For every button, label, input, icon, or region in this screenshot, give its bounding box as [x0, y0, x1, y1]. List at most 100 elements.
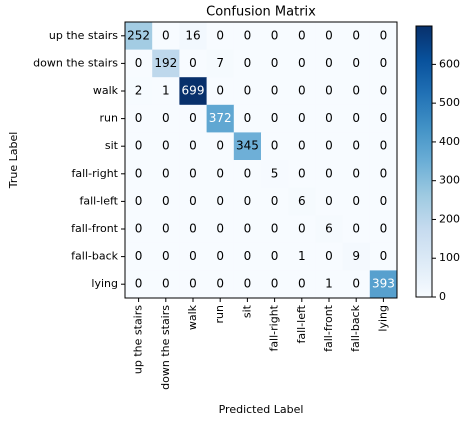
cell: [342, 104, 371, 133]
cell: [315, 242, 344, 271]
cell-value: 1: [325, 277, 333, 291]
cell-value: 252: [127, 28, 150, 42]
cell: [125, 160, 153, 189]
colorbar-tick-label: 500: [439, 96, 460, 109]
cell-value: 0: [380, 111, 388, 125]
cell: [261, 49, 289, 78]
cell: [206, 132, 235, 161]
cell-value: 0: [244, 28, 252, 42]
cell-value: 5: [271, 166, 279, 180]
cell: [315, 132, 344, 161]
cell-value: 0: [271, 249, 279, 263]
cell: [125, 242, 153, 271]
cell-value: 0: [380, 222, 388, 236]
cell: [369, 187, 398, 216]
x-tick-label: down the stairs: [159, 305, 172, 390]
cell: [152, 132, 180, 161]
cell: [261, 104, 289, 133]
cell: [288, 22, 316, 51]
cell-value: 0: [298, 277, 306, 291]
cell: [206, 49, 235, 78]
cell: [179, 49, 208, 78]
cell-value: 0: [135, 111, 143, 125]
cell: [369, 215, 398, 244]
cell-value: 0: [271, 222, 279, 236]
cell-value: 0: [189, 249, 197, 263]
cell-value: 0: [135, 139, 143, 153]
y-tick-label: fall-left: [79, 194, 118, 207]
cell: [342, 187, 371, 216]
cell-value: 0: [380, 28, 388, 42]
cell-value: 0: [298, 56, 306, 70]
cell: [233, 242, 262, 271]
cell: [233, 270, 262, 299]
cell: [369, 49, 398, 78]
colorbar-tick-label: 600: [439, 57, 460, 70]
cell-value: 0: [352, 28, 360, 42]
colorbar-tick-label: 300: [439, 174, 460, 187]
y-tick-label: up the stairs: [49, 29, 118, 42]
cell: [288, 160, 316, 189]
cell: [233, 215, 262, 244]
x-tick-label: fall-front: [322, 304, 335, 352]
cell: [288, 242, 316, 271]
plot-frame: [124, 21, 398, 299]
cell: [152, 242, 180, 271]
cell: [152, 49, 180, 78]
cell-value: 0: [189, 111, 197, 125]
cell: [179, 104, 208, 133]
cell-value: 0: [244, 194, 252, 208]
y-tick-label: run: [100, 112, 118, 125]
y-tick-label: fall-front: [71, 222, 119, 235]
colorbar-tick-label: 0: [439, 290, 446, 303]
cell-value: 0: [380, 249, 388, 263]
cell-value: 0: [325, 139, 333, 153]
cell: [315, 270, 344, 299]
cell-value: 0: [189, 56, 197, 70]
cell: [369, 104, 398, 133]
cell: [342, 215, 371, 244]
cell: [233, 49, 262, 78]
cell-value: 0: [325, 166, 333, 180]
cell: [261, 22, 289, 51]
cell: [342, 242, 371, 271]
cell-value: 0: [135, 56, 143, 70]
cell: [179, 22, 208, 51]
cell: [125, 187, 153, 216]
cell: [233, 77, 262, 106]
cell-value: 0: [189, 222, 197, 236]
cell-value: 0: [380, 56, 388, 70]
cell: [261, 215, 289, 244]
cell-value: 0: [325, 28, 333, 42]
colorbar-tick-label: 400: [439, 135, 460, 148]
cell: [342, 77, 371, 106]
cell: [206, 242, 235, 271]
cell-value: 0: [298, 84, 306, 98]
cell-value: 0: [352, 166, 360, 180]
cell: [125, 104, 153, 133]
cell-value: 0: [189, 194, 197, 208]
cell-value: 0: [352, 222, 360, 236]
cell-value: 0: [162, 28, 170, 42]
cell: [125, 132, 153, 161]
x-tick-label: fall-right: [268, 304, 281, 351]
cell: [152, 187, 180, 216]
x-tick-label: run: [213, 305, 226, 323]
cell-value: 0: [271, 139, 279, 153]
cell-value: 0: [352, 277, 360, 291]
y-tick-label: fall-back: [71, 250, 118, 263]
cell: [369, 270, 398, 299]
cell: [369, 242, 398, 271]
cell-value: 0: [325, 84, 333, 98]
cell: [342, 22, 371, 51]
cell-value: 0: [244, 84, 252, 98]
cell-value: 6: [325, 222, 333, 236]
cell: [315, 22, 344, 51]
cell-value: 0: [162, 249, 170, 263]
cell: [288, 215, 316, 244]
cell: [315, 49, 344, 78]
cell: [152, 77, 180, 106]
cell: [233, 104, 262, 133]
cell: [206, 22, 235, 51]
cell: [206, 160, 235, 189]
